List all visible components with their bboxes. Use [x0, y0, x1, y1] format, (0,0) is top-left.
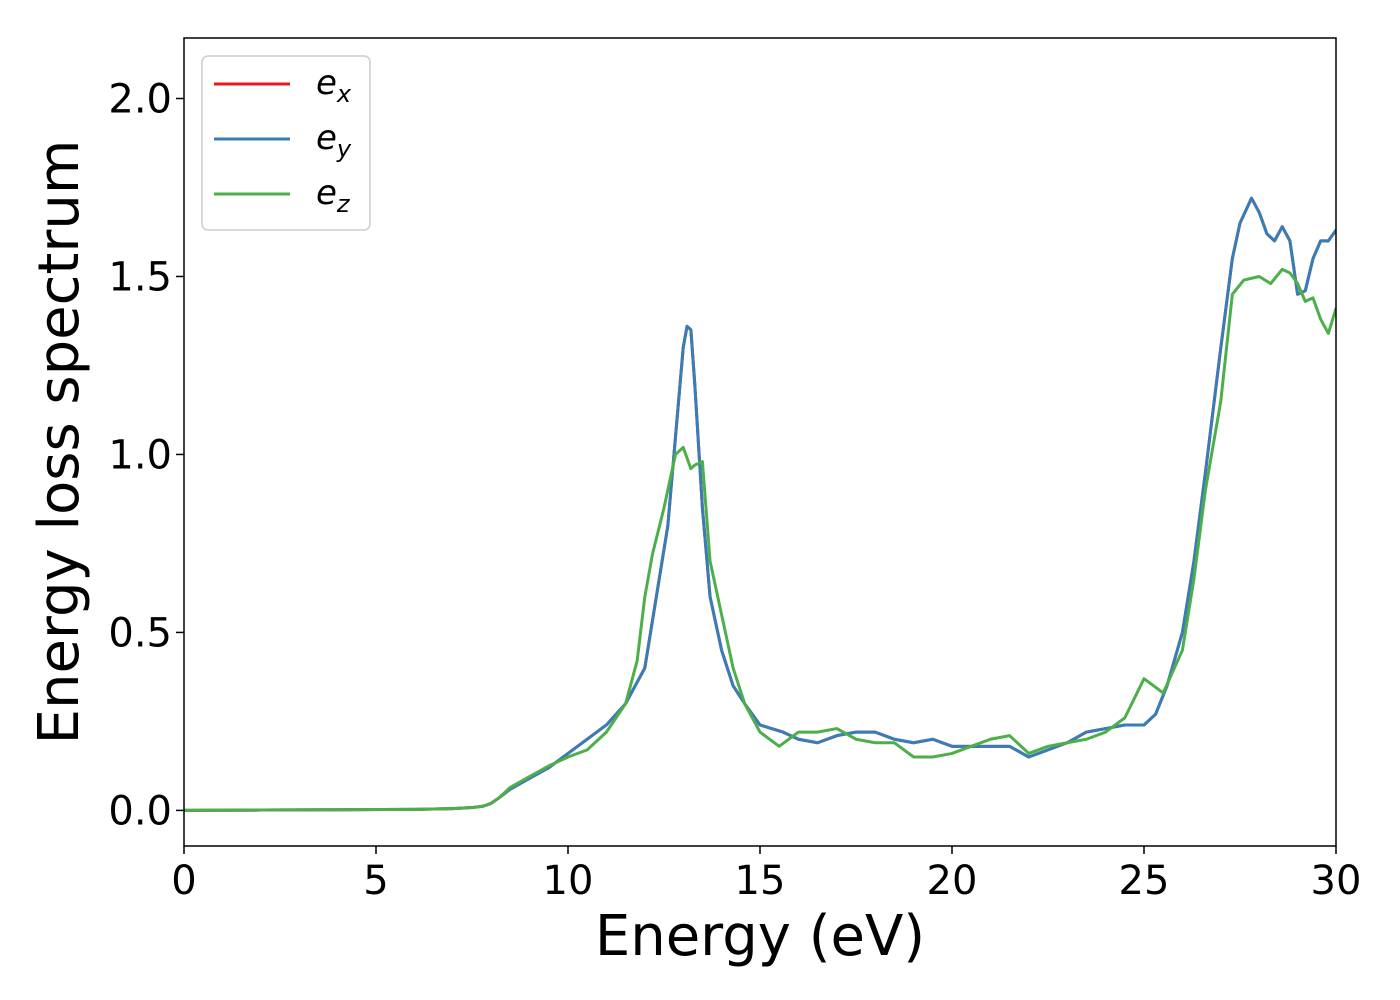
y-tick-label: 2.0: [108, 77, 172, 123]
x-tick-label: 20: [927, 858, 978, 904]
x-tick-label: 0: [171, 858, 196, 904]
series-line-ex: [184, 196, 1336, 812]
y-tick-label: 1.5: [108, 254, 172, 300]
legend: ex ey ez: [201, 55, 371, 231]
x-tick-label: 25: [1119, 858, 1170, 904]
x-tick-label: 5: [363, 858, 388, 904]
series-line-ey: [184, 196, 1336, 812]
x-tick-label: 10: [543, 858, 594, 904]
y-tick-label: 1.0: [108, 432, 172, 478]
legend-label-ex: ex: [316, 63, 352, 108]
x-tick-label: 15: [735, 858, 786, 904]
plot-area: [184, 196, 1336, 812]
legend-box: [201, 55, 371, 231]
axes: 0 5 10 15 20 25 30 0.0 0.5 1.0 1.5 2.0: [108, 37, 1362, 904]
legend-label-ey: ey: [316, 118, 352, 163]
x-axis-title: Energy (eV): [595, 904, 925, 969]
y-axis-title: Energy loss spectrum: [27, 140, 92, 745]
y-tick-label: 0.0: [108, 788, 172, 834]
y-tick-label: 0.5: [108, 610, 172, 656]
legend-label-ez: ez: [316, 173, 351, 218]
series-line-ez: [184, 267, 1336, 812]
x-tick-label: 30: [1311, 858, 1362, 904]
